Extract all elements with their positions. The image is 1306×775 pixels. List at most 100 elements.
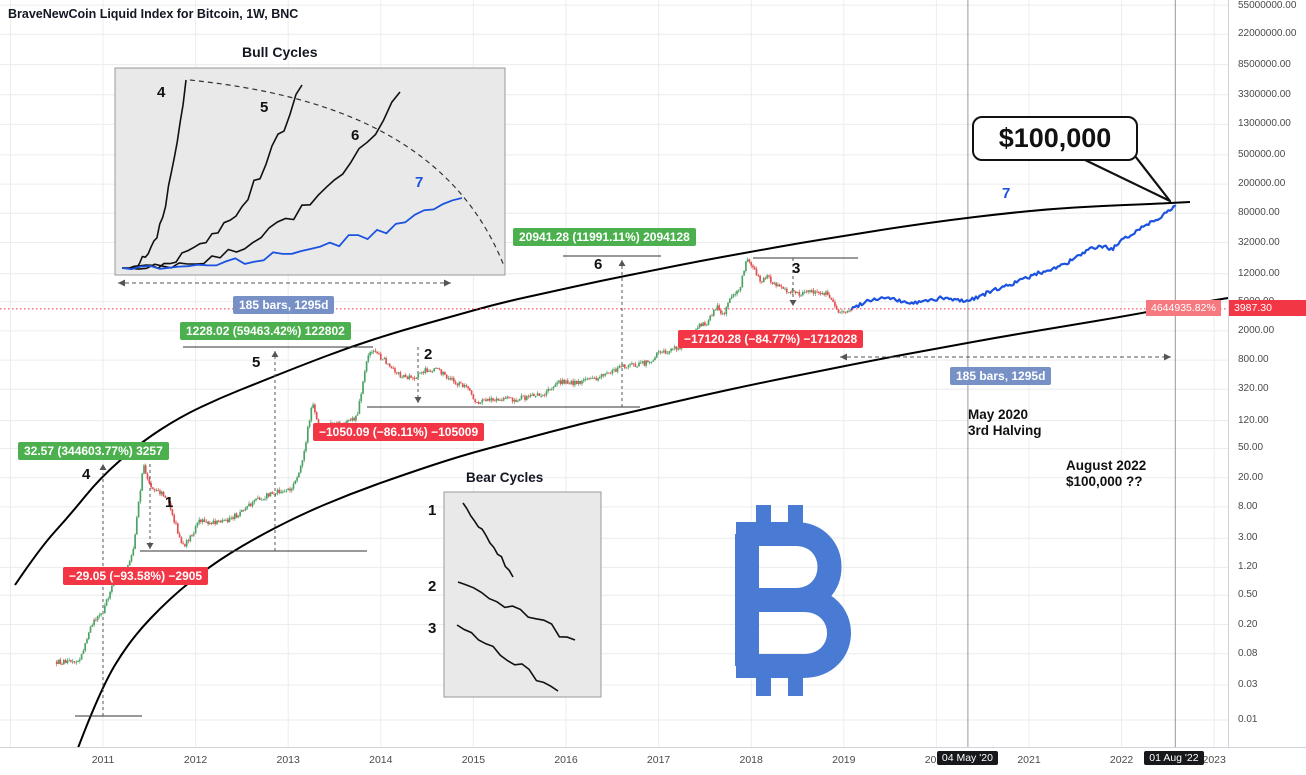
measure-arrowhead bbox=[618, 260, 626, 266]
year-tick-label: 2023 bbox=[1202, 754, 1226, 766]
year-tick-label: 2013 bbox=[276, 754, 300, 766]
price-tick-label: 32000.00 bbox=[1238, 236, 1280, 248]
span-arrowhead-right bbox=[1164, 353, 1171, 361]
event-date-label: 01 Aug '22 bbox=[1144, 751, 1204, 765]
lower-channel-curve bbox=[77, 297, 1229, 749]
halving-annotation[interactable]: May 2020 3rd Halving bbox=[968, 407, 1042, 439]
price-tick-label: 0.01 bbox=[1238, 714, 1258, 725]
measure-arrowhead bbox=[789, 300, 797, 306]
time-axis[interactable]: 2011201220132014201520162017201820192020… bbox=[0, 747, 1306, 775]
price-tick-label: 1.20 bbox=[1238, 561, 1258, 573]
price-axis[interactable]: 55000000.00 22000000.00 8500000.00 3300000.… bbox=[1228, 0, 1306, 747]
price-tick-label: 50.00 bbox=[1238, 442, 1264, 454]
bull-cycle-label-5: 5 bbox=[260, 99, 269, 116]
year-tick-label: 2016 bbox=[554, 754, 578, 766]
price-tick-label: 0.03 bbox=[1238, 678, 1258, 690]
span-arrowhead-left bbox=[118, 279, 125, 287]
price-tick-label: 12000.00 bbox=[1238, 267, 1280, 279]
price-tick-label: 800.00 bbox=[1238, 354, 1269, 366]
bear-cycles-title: Bear Cycles bbox=[466, 470, 544, 485]
cycle-marker-3: 3 bbox=[792, 260, 801, 277]
year-tick-label: 2021 bbox=[1017, 754, 1041, 766]
span-arrowhead-right bbox=[444, 279, 451, 287]
percent-change-label: 4644935.82% bbox=[1146, 300, 1221, 316]
price-tick-label: 20.00 bbox=[1238, 471, 1264, 483]
year-tick-label: 2012 bbox=[183, 754, 208, 766]
year-tick-label: 2019 bbox=[832, 754, 856, 766]
price-tick-label: 200000.00 bbox=[1238, 178, 1286, 190]
halving-event-text: 3rd Halving bbox=[968, 423, 1042, 438]
bitcoin-logo-prong bbox=[788, 673, 803, 696]
year-tick-label: 2011 bbox=[91, 754, 115, 766]
bitcoin-logo-prong bbox=[788, 505, 803, 528]
bear-cycle-line-3 bbox=[456, 624, 559, 692]
price-tick-label: 0.50 bbox=[1238, 589, 1258, 601]
measure-arrowhead bbox=[271, 351, 279, 357]
cycle-marker-1: 1 bbox=[165, 494, 174, 511]
bear-cycle-line-2 bbox=[457, 581, 576, 641]
bitcoin-logo-prong bbox=[756, 673, 771, 696]
prediction-annotation[interactable]: August 2022 $100,000 ?? bbox=[1066, 458, 1146, 490]
price-tick-label: 55000000.00 bbox=[1238, 0, 1297, 11]
bull-cycles-title: Bull Cycles bbox=[242, 44, 318, 60]
current-price-label: 3987.30 bbox=[1229, 300, 1306, 316]
bear-cycles-box bbox=[443, 491, 602, 698]
price-tick-label: 8500000.00 bbox=[1238, 58, 1291, 70]
price-tick-label: 500000.00 bbox=[1238, 148, 1286, 160]
cycle-marker-4: 4 bbox=[82, 466, 91, 483]
bear-cycle-label-2: 2 bbox=[428, 578, 437, 595]
bars-span-label-2[interactable]: 185 bars, 1295d bbox=[950, 367, 1052, 385]
price-tick-label: 0.20 bbox=[1238, 618, 1258, 630]
bull-cycle-label-6: 6 bbox=[351, 127, 360, 144]
prediction-date-text: August 2022 bbox=[1066, 458, 1147, 473]
bitcoin-logo bbox=[735, 522, 851, 678]
price-tick-label: 1300000.00 bbox=[1238, 118, 1291, 130]
bull-cycle-label-7: 7 bbox=[415, 174, 424, 191]
gain-measure-label-3[interactable]: 20941.28 (11991.11%) 2094128 bbox=[513, 228, 696, 246]
price-tick-label: 120.00 bbox=[1238, 414, 1269, 426]
price-tick-label: 0.08 bbox=[1238, 647, 1258, 659]
price-tick-label: 8.00 bbox=[1238, 500, 1258, 512]
bear-cycle-line-1 bbox=[462, 502, 514, 578]
measure-arrowhead bbox=[414, 397, 422, 403]
price-tick-label: 22000000.00 bbox=[1238, 28, 1297, 40]
upper-channel-curve bbox=[14, 201, 1191, 586]
bear-cycle-label-3: 3 bbox=[428, 620, 437, 637]
year-tick-label: 2014 bbox=[369, 754, 393, 766]
gain-measure-label-1[interactable]: 32.57 (344603.77%) 3257 bbox=[18, 442, 169, 460]
loss-measure-label-3[interactable]: −17120.28 (−84.77%) −1712028 bbox=[678, 330, 864, 348]
lengthening-cycles-arc bbox=[189, 79, 505, 267]
event-date-label: 04 May '20 bbox=[936, 751, 998, 765]
bars-span-label-1[interactable]: 185 bars, 1295d bbox=[233, 296, 335, 314]
year-tick-label: 2022 bbox=[1109, 754, 1134, 766]
cycle-marker-5: 5 bbox=[252, 354, 261, 371]
projection-line bbox=[850, 204, 1177, 311]
callout-tail bbox=[1081, 154, 1172, 203]
bull-cycles-box bbox=[114, 67, 506, 276]
price-tick-label: 320.00 bbox=[1238, 383, 1269, 395]
bitcoin-logo-prong bbox=[756, 505, 771, 528]
price-tick-label: 3.00 bbox=[1238, 532, 1258, 544]
year-tick-label: 2018 bbox=[739, 754, 763, 766]
measure-arrowhead bbox=[146, 543, 154, 549]
prediction-price-text: $100,000 ?? bbox=[1066, 474, 1143, 489]
price-tick-label: 3300000.00 bbox=[1238, 88, 1291, 100]
cycle-marker-7: 7 bbox=[1002, 185, 1011, 202]
chart-title: BraveNewCoin Liquid Index for Bitcoin, 1… bbox=[8, 7, 299, 21]
measure-arrowhead bbox=[99, 464, 107, 470]
price-tick-label: 2000.00 bbox=[1238, 324, 1275, 336]
year-tick-label: 2015 bbox=[461, 754, 486, 766]
halving-date-text: May 2020 bbox=[968, 407, 1029, 422]
loss-measure-label-2[interactable]: −1050.09 (−86.11%) −105009 bbox=[313, 423, 485, 441]
bull-cycle-label-4: 4 bbox=[157, 84, 166, 101]
cycle-marker-6: 6 bbox=[594, 256, 603, 273]
bull-cycle-line-7 bbox=[121, 197, 463, 271]
price-tick-label: 80000.00 bbox=[1238, 207, 1280, 219]
loss-measure-label-1[interactable]: −29.05 (−93.58%) −2905 bbox=[63, 567, 209, 585]
span-arrowhead-left bbox=[840, 353, 847, 361]
cycle-marker-2: 2 bbox=[424, 346, 433, 363]
gain-measure-label-2[interactable]: 1228.02 (59463.42%) 122802 bbox=[180, 322, 351, 340]
price-target-callout[interactable]: $100,000 bbox=[972, 116, 1138, 161]
